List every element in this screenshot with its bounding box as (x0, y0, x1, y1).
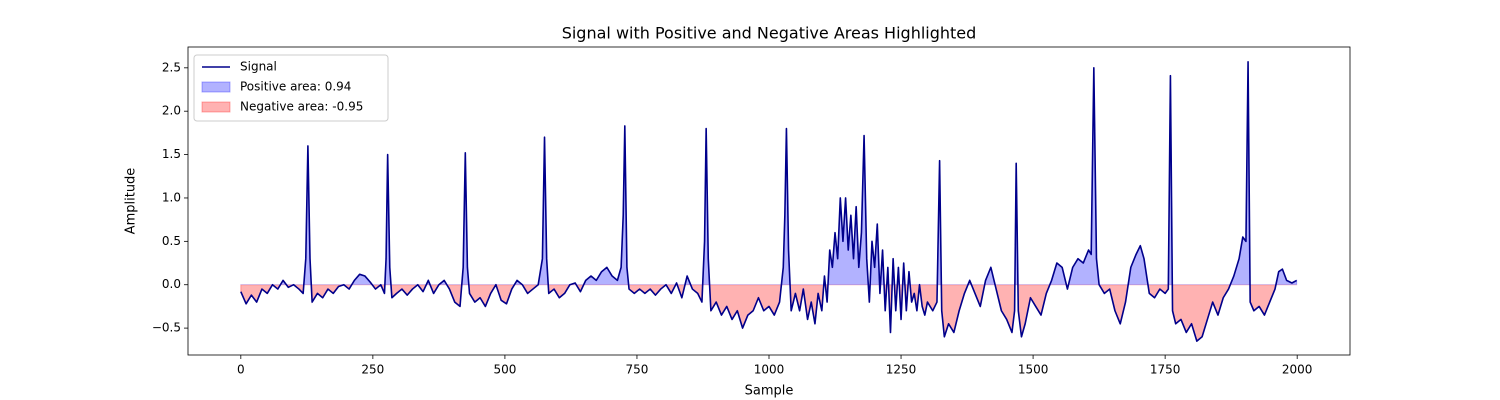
y-axis-label: Amplitude (124, 168, 139, 235)
x-axis-label: Sample (745, 384, 794, 399)
fill-area (240, 284, 1298, 342)
y-tick-label: 0.5 (162, 234, 181, 248)
x-tick-label: 1500 (1018, 363, 1049, 377)
y-tick-label: 2.0 (162, 104, 181, 118)
y-tick-label: 2.5 (162, 60, 181, 74)
legend-swatch (201, 81, 231, 93)
y-tick-label: 0.0 (162, 277, 181, 291)
legend-label: Positive area: 0.94 (240, 80, 351, 94)
signal-line (240, 60, 1298, 342)
y-tick-label: 1.0 (162, 190, 181, 204)
chart-title: Signal with Positive and Negative Areas … (562, 24, 977, 43)
x-tick-label: 2000 (1282, 363, 1313, 377)
legend-swatch (201, 101, 231, 113)
x-tick-label: 0 (237, 363, 245, 377)
y-tick-label: 1.5 (162, 147, 181, 161)
legend-label: Negative area: -0.95 (240, 100, 363, 114)
legend-label: Signal (240, 60, 277, 74)
x-tick-label: 1750 (1150, 363, 1181, 377)
x-tick-label: 250 (361, 363, 384, 377)
y-tick-label: −0.5 (152, 321, 181, 335)
x-tick-label: 1000 (754, 363, 785, 377)
x-tick-label: 1250 (886, 363, 917, 377)
x-tick-label: 750 (626, 363, 649, 377)
legend-box (193, 54, 389, 122)
x-tick-label: 500 (493, 363, 516, 377)
